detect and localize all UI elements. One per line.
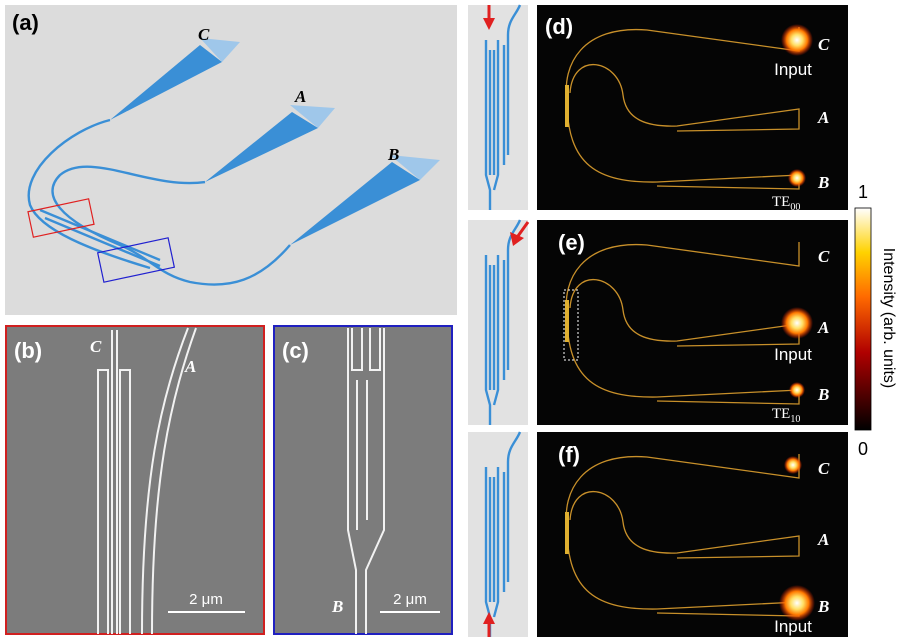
port-label: B: [817, 597, 829, 616]
port-label: B: [817, 173, 829, 192]
port-label: C: [90, 337, 102, 356]
mode-base: TE: [772, 194, 790, 210]
panel-label: (b): [14, 338, 42, 363]
port-label: C: [818, 459, 830, 478]
panel-label: (d): [545, 14, 573, 39]
panel-d: [537, 5, 848, 210]
colorbar-max: 1: [858, 182, 868, 202]
panel-b: [6, 326, 264, 634]
port-label: B: [387, 145, 399, 164]
mode-base: TE: [772, 406, 790, 422]
input-label: Input: [774, 617, 812, 636]
scale-bar-label: 2 μm: [189, 591, 223, 608]
port-label: A: [817, 318, 829, 337]
port-label: B: [817, 385, 829, 404]
mode-sub: 00: [790, 202, 800, 213]
figure: (a) C A B (b) C A 2 μm (c) B 2 μm (d) C …: [0, 0, 898, 637]
colorbar: [855, 208, 871, 430]
port-label: A: [184, 357, 196, 376]
input-label: Input: [774, 60, 812, 79]
port-label: A: [817, 108, 829, 127]
panel-f: [537, 432, 848, 637]
panel-label: (f): [558, 442, 580, 467]
panel-label: (a): [12, 10, 39, 35]
port-label: C: [198, 25, 210, 44]
port-label: A: [294, 87, 306, 106]
mode-sub: 10: [790, 414, 800, 425]
panel-label: (c): [282, 338, 309, 363]
port-label: A: [817, 530, 829, 549]
colorbar-min: 0: [858, 439, 868, 459]
port-label: B: [331, 597, 343, 616]
panel-label: (e): [558, 230, 585, 255]
input-label: Input: [774, 345, 812, 364]
port-label: C: [818, 35, 830, 54]
panel-c: [274, 326, 452, 634]
scale-bar-label: 2 μm: [393, 591, 427, 608]
port-label: C: [818, 247, 830, 266]
colorbar-title: Intensity (arb. units): [880, 248, 897, 389]
